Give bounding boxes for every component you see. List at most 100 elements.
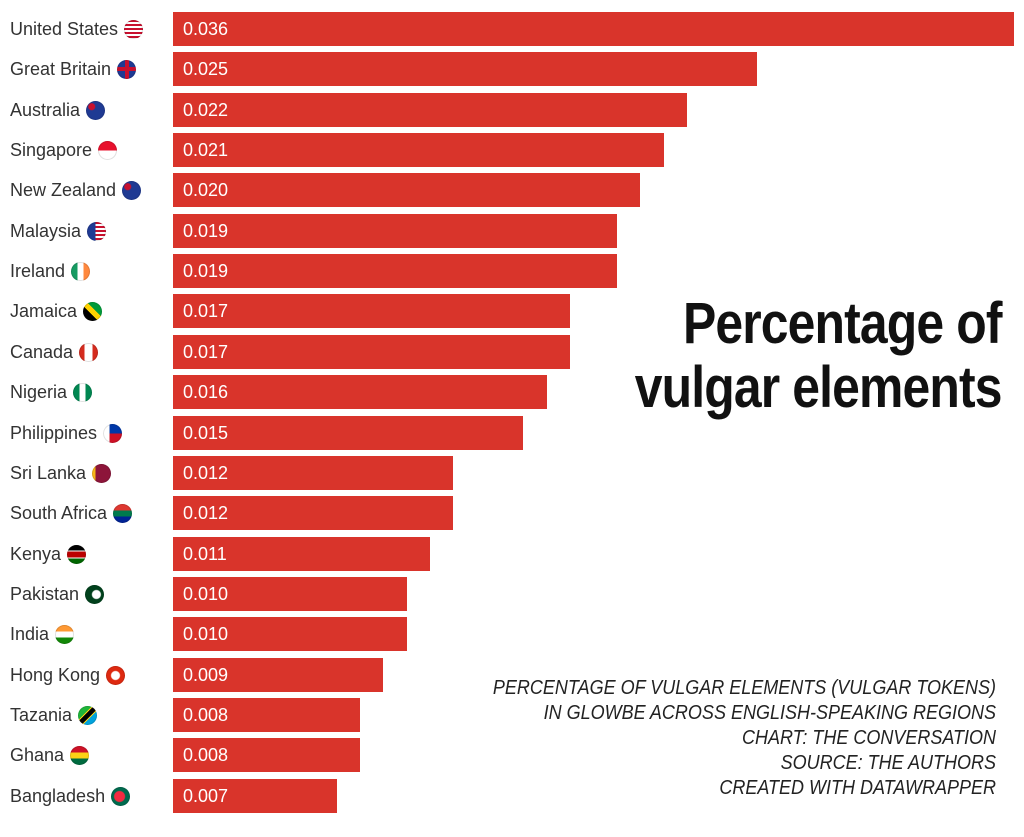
hk-flag-icon <box>106 665 126 685</box>
bar-value-label: 0.011 <box>183 544 227 564</box>
gb-flag-icon <box>117 59 137 79</box>
category-label: Canada <box>10 335 99 369</box>
category-label-text: Jamaica <box>10 301 78 321</box>
category-label-text: South Africa <box>10 503 108 523</box>
bar: 0.019 <box>173 214 617 248</box>
bar-value-label: 0.020 <box>183 180 229 200</box>
category-label-text: Tazania <box>10 705 73 725</box>
in-flag-icon <box>55 624 75 644</box>
bar: 0.008 <box>173 738 360 772</box>
nz-flag-icon <box>122 180 142 200</box>
bd-flag-icon <box>111 786 131 806</box>
category-label: Kenya <box>10 537 87 571</box>
category-label-text: Ghana <box>10 745 65 765</box>
note-line-5: CREATED WITH DATAWRAPPER <box>719 777 996 799</box>
bar: 0.019 <box>173 254 617 288</box>
bar: 0.012 <box>173 456 453 490</box>
bar-value-label: 0.012 <box>183 503 229 523</box>
note-line-1: PERCENTAGE OF VULGAR ELEMENTS (VULGAR TO… <box>492 677 996 699</box>
bar: 0.009 <box>173 658 383 692</box>
bar: 0.012 <box>173 496 453 530</box>
category-label: Singapore <box>10 133 118 167</box>
us-flag-icon <box>124 19 144 39</box>
category-label-text: New Zealand <box>10 180 117 200</box>
bar-value-label: 0.025 <box>183 59 229 79</box>
sg-flag-icon <box>98 140 118 160</box>
bar-value-label: 0.008 <box>183 705 229 725</box>
category-label: India <box>10 617 75 651</box>
bar-value-label: 0.007 <box>183 786 229 806</box>
bar: 0.008 <box>173 698 360 732</box>
category-label: Nigeria <box>10 375 93 409</box>
bar: 0.020 <box>173 173 640 207</box>
note-line-4: SOURCE: THE AUTHORS <box>780 752 996 774</box>
bar-value-label: 0.016 <box>183 382 229 402</box>
category-label: Pakistan <box>10 577 105 611</box>
chart-notes: PERCENTAGE OF VULGAR ELEMENTS (VULGAR TO… <box>493 676 996 801</box>
bar: 0.007 <box>173 779 337 813</box>
pk-flag-icon <box>85 584 105 604</box>
bar-value-label: 0.015 <box>183 423 229 443</box>
ph-flag-icon <box>103 423 123 443</box>
bar: 0.011 <box>173 537 430 571</box>
category-label-text: Canada <box>10 342 74 362</box>
bar-value-label: 0.019 <box>183 221 229 241</box>
category-label: Malaysia <box>10 214 107 248</box>
bar: 0.010 <box>173 577 407 611</box>
bar: 0.021 <box>173 133 664 167</box>
bar: 0.015 <box>173 416 523 450</box>
category-label-text: Malaysia <box>10 221 82 241</box>
bar-value-label: 0.021 <box>183 140 229 160</box>
za-flag-icon <box>113 503 133 523</box>
bar-value-label: 0.017 <box>183 301 229 321</box>
category-label: United States <box>10 12 144 46</box>
category-label-text: Philippines <box>10 423 98 443</box>
category-label-text: India <box>10 624 50 644</box>
bar-value-label: 0.010 <box>183 584 229 604</box>
my-flag-icon <box>87 221 107 241</box>
bar-value-label: 0.022 <box>183 100 229 120</box>
category-label: Australia <box>10 93 106 127</box>
category-label: Ghana <box>10 738 90 772</box>
category-label-text: Pakistan <box>10 584 80 604</box>
category-label-text: Sri Lanka <box>10 463 87 483</box>
jm-flag-icon <box>83 301 103 321</box>
bar-value-label: 0.019 <box>183 261 229 281</box>
category-label: Hong Kong <box>10 658 126 692</box>
category-label-text: Kenya <box>10 544 62 564</box>
category-label: Great Britain <box>10 52 137 86</box>
category-label: Sri Lanka <box>10 456 112 490</box>
bar: 0.010 <box>173 617 407 651</box>
category-label-text: Bangladesh <box>10 786 106 806</box>
au-flag-icon <box>86 100 106 120</box>
note-line-3: CHART: THE CONVERSATION <box>741 727 996 749</box>
ng-flag-icon <box>73 382 93 402</box>
bar-value-label: 0.036 <box>183 19 229 39</box>
bar-value-label: 0.012 <box>183 463 229 483</box>
note-line-2: IN GLOWBE ACROSS ENGLISH-SPEAKING REGION… <box>543 702 996 724</box>
category-label: New Zealand <box>10 173 142 207</box>
ca-flag-icon <box>79 342 99 362</box>
category-label-text: United States <box>10 19 119 39</box>
bar: 0.017 <box>173 294 570 328</box>
bar-value-label: 0.017 <box>183 342 229 362</box>
category-label: South Africa <box>10 496 133 530</box>
category-label-text: Australia <box>10 100 81 120</box>
category-label-text: Singapore <box>10 140 93 160</box>
category-label: Jamaica <box>10 294 103 328</box>
category-label: Tazania <box>10 698 98 732</box>
category-label-text: Nigeria <box>10 382 68 402</box>
category-label: Ireland <box>10 254 91 288</box>
bar-value-label: 0.008 <box>183 745 229 765</box>
category-label: Bangladesh <box>10 779 131 813</box>
title-line-2: vulgar elements <box>635 355 1003 420</box>
tz-flag-icon <box>78 705 98 725</box>
chart-title: Percentage of vulgar elements <box>635 292 1003 420</box>
bar: 0.025 <box>173 52 757 86</box>
gh-flag-icon <box>70 745 90 765</box>
category-label: Philippines <box>10 416 123 450</box>
bar: 0.036 <box>173 12 1014 46</box>
bar: 0.016 <box>173 375 547 409</box>
ke-flag-icon <box>67 544 87 564</box>
